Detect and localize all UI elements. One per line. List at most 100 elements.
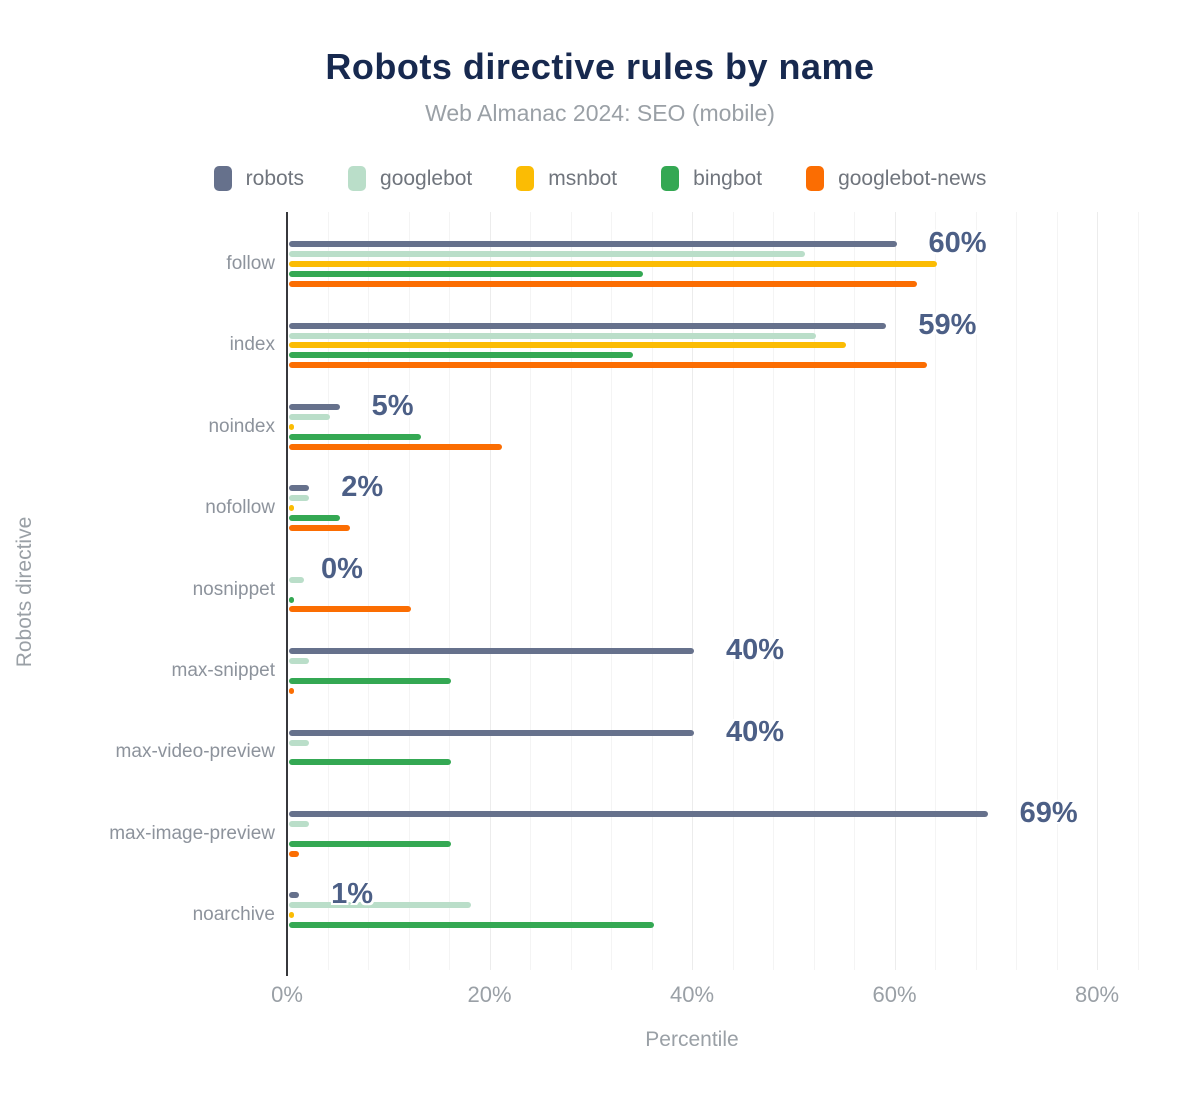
bar-googlebot-max-image-preview: [289, 820, 310, 827]
gridline: [1097, 212, 1098, 970]
category-label-noindex: noindex: [208, 415, 275, 437]
gridline: [611, 212, 612, 970]
bar-googlebot-news-index: [289, 362, 927, 369]
bar-googlebot-news-nofollow: [289, 525, 350, 531]
bar-googlebot-news-nosnippet: [289, 606, 411, 613]
legend-item-robots[interactable]: robots: [213, 166, 304, 191]
legend-item-bingbot[interactable]: bingbot: [661, 166, 762, 191]
gridline: [975, 212, 977, 970]
legend-label: msnbot: [548, 166, 618, 190]
bar-bingbot-noarchive: [289, 922, 654, 929]
gridline: [408, 212, 410, 970]
value-label-index: 59%: [918, 308, 977, 341]
bar-robots-max-image-preview: [289, 811, 988, 817]
x-tick-label-60%: 60%: [872, 982, 917, 1007]
value-label-noindex: 5%: [371, 389, 414, 422]
gridline: [935, 212, 936, 970]
bar-googlebot-nofollow: [289, 495, 310, 502]
x-tick-label-0%: 0%: [271, 982, 303, 1007]
bar-bingbot-max-video-preview: [289, 759, 451, 766]
bar-msnbot-noarchive: [289, 912, 295, 919]
gridline: [1016, 212, 1017, 970]
value-label-noarchive: 1%: [331, 878, 374, 911]
gridline: [732, 212, 734, 970]
bar-bingbot-max-image-preview: [289, 840, 451, 847]
bar-bingbot-noindex: [289, 433, 421, 440]
gridline: [773, 212, 774, 970]
bar-bingbot-nofollow: [289, 515, 340, 522]
bar-googlebot-news-noindex: [289, 443, 502, 450]
gridline: [489, 212, 491, 970]
legend-item-googlebot[interactable]: googlebot: [348, 166, 472, 191]
bar-robots-noarchive: [289, 892, 300, 899]
category-label-max-snippet: max-snippet: [171, 660, 276, 681]
x-axis-title: Percentile: [645, 1028, 739, 1051]
bar-googlebot-nosnippet: [289, 576, 305, 583]
gridline: [692, 212, 693, 970]
x-tick-label-40%: 40%: [669, 982, 715, 1007]
category-label-follow: follow: [226, 253, 275, 274]
category-label-index: index: [229, 334, 275, 356]
bar-googlebot-max-snippet: [289, 658, 310, 665]
bar-googlebot-max-video-preview: [289, 739, 310, 746]
x-tick-label-20%: 20%: [467, 982, 512, 1007]
bar-robots-max-snippet: [289, 648, 694, 655]
bar-googlebot-news-max-image-preview: [289, 850, 300, 857]
plot-area: [287, 212, 1163, 970]
gridline: [570, 212, 572, 970]
bar-msnbot-noindex: [289, 423, 295, 430]
value-label-follow: 60%: [928, 227, 987, 260]
bar-googlebot-index: [289, 332, 816, 339]
value-label-max-image-preview: 69%: [1019, 796, 1078, 829]
value-label-nofollow: 2%: [341, 471, 384, 504]
legend-swatch-icon: [213, 166, 232, 191]
category-label-noarchive: noarchive: [192, 904, 275, 926]
legend-swatch-icon: [806, 166, 825, 191]
bar-robots-max-video-preview: [289, 729, 694, 736]
bar-bingbot-index: [289, 352, 634, 359]
gridline: [894, 212, 896, 970]
legend-item-msnbot[interactable]: msnbot: [516, 166, 617, 191]
x-tick-label-80%: 80%: [1074, 982, 1120, 1007]
gridline: [813, 212, 815, 970]
gridline: [368, 212, 369, 970]
value-label-max-snippet: 40%: [726, 634, 785, 667]
gridline: [854, 212, 855, 970]
legend-label: bingbot: [693, 166, 763, 190]
bar-msnbot-nofollow: [289, 505, 295, 512]
legend-swatch-icon: [348, 166, 367, 191]
legend-item-googlebot-news[interactable]: googlebot-news: [806, 166, 986, 191]
bar-bingbot-max-snippet: [289, 677, 451, 684]
chart-title: Robots directive rules by name: [325, 46, 875, 87]
legend: robots googlebot msnbot bingbot googlebot-ne…: [0, 166, 1200, 191]
bar-googlebot-news-max-snippet: [289, 687, 295, 694]
value-label-max-video-preview: 40%: [726, 715, 785, 748]
legend-swatch-icon: [661, 166, 680, 191]
bar-robots-nofollow: [289, 485, 310, 492]
category-label-max-video-preview: max-video-preview: [115, 741, 275, 763]
bar-msnbot-index: [289, 342, 846, 349]
category-label-max-image-preview: max-image-preview: [109, 822, 275, 844]
category-label-nofollow: nofollow: [205, 497, 275, 519]
gridline: [449, 212, 450, 970]
bar-bingbot-nosnippet: [289, 596, 295, 603]
legend-swatch-icon: [516, 166, 535, 191]
bar-bingbot-follow: [289, 270, 644, 277]
gridline: [1056, 212, 1058, 970]
value-label-nosnippet: 0%: [321, 552, 363, 585]
bar-googlebot-noindex: [289, 413, 330, 420]
bar-googlebot-news-follow: [289, 280, 917, 287]
legend-label: googlebot-news: [838, 166, 987, 190]
bar-robots-follow: [289, 241, 897, 248]
gridline: [1137, 212, 1139, 970]
bar-robots-noindex: [289, 404, 340, 410]
bar-googlebot-follow: [289, 251, 806, 258]
gridline: [651, 212, 653, 970]
gridline: [530, 212, 531, 970]
bar-googlebot-noarchive: [289, 902, 472, 909]
gridline: [327, 212, 329, 970]
chart-subtitle: Web Almanac 2024: SEO (mobile): [425, 100, 775, 126]
y-axis-line: [286, 212, 288, 976]
bar-robots-index: [289, 322, 887, 329]
